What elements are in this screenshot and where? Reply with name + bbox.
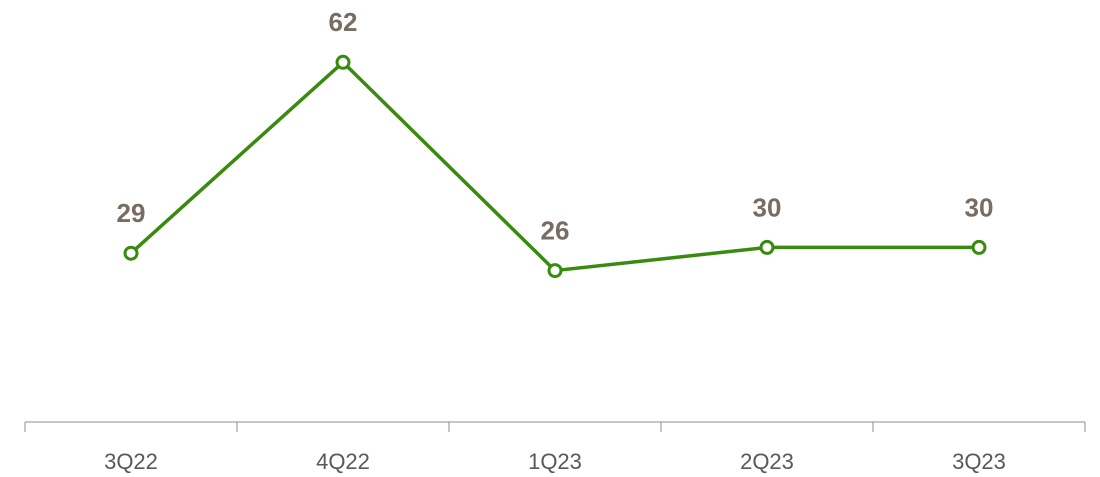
x-tick-label: 2Q23 (740, 449, 794, 474)
data-label: 30 (965, 192, 994, 222)
marker (759, 239, 775, 255)
x-tick-label: 4Q22 (316, 449, 370, 474)
data-label: 30 (753, 192, 782, 222)
x-tick-label: 1Q23 (528, 449, 582, 474)
data-label: 62 (329, 7, 358, 37)
marker (335, 54, 351, 70)
data-label: 29 (117, 198, 146, 228)
x-tick-label: 3Q22 (104, 449, 158, 474)
marker (547, 263, 563, 279)
x-tick-label: 3Q23 (952, 449, 1006, 474)
data-label: 26 (541, 215, 570, 245)
marker (971, 239, 987, 255)
marker (123, 245, 139, 261)
